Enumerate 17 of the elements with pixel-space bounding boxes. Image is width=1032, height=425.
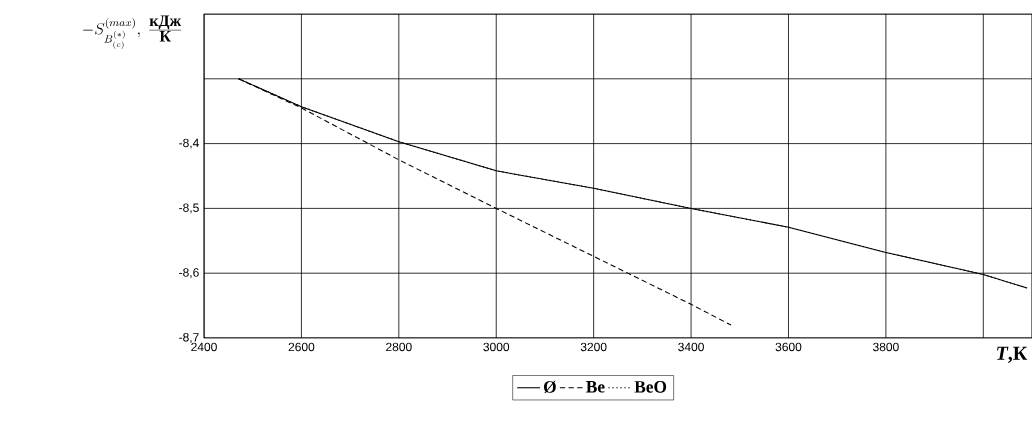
- x-tick-label: 3200: [580, 342, 607, 352]
- x-axis-title: T,К: [997, 346, 1028, 363]
- legend-label: Ø: [544, 380, 556, 394]
- x-tick-label: 3600: [775, 342, 802, 352]
- legend-label: BeO: [634, 381, 667, 393]
- x-tick-label: 3400: [678, 342, 704, 352]
- x-tick-label: 3800: [873, 342, 899, 352]
- x-tick-label: 2800: [386, 342, 412, 352]
- x-tick-label: 3000: [483, 342, 510, 352]
- legend-label: Be: [586, 381, 605, 393]
- x-tick-label: 2400: [191, 342, 217, 352]
- x-tick-label: 2600: [288, 342, 315, 352]
- y-tick-label: -8,5: [179, 203, 199, 214]
- y-tick-label: -8,4: [179, 138, 199, 149]
- y-tick-label: -8,7: [179, 333, 199, 343]
- y-tick-label: -8,6: [179, 268, 199, 279]
- y-axis-title: $-S^{(max)}_{B^{(*)}_{(c)}},\ \frac{\mbox{кДж}}{\mbox{К}}$: [83, 15, 182, 49]
